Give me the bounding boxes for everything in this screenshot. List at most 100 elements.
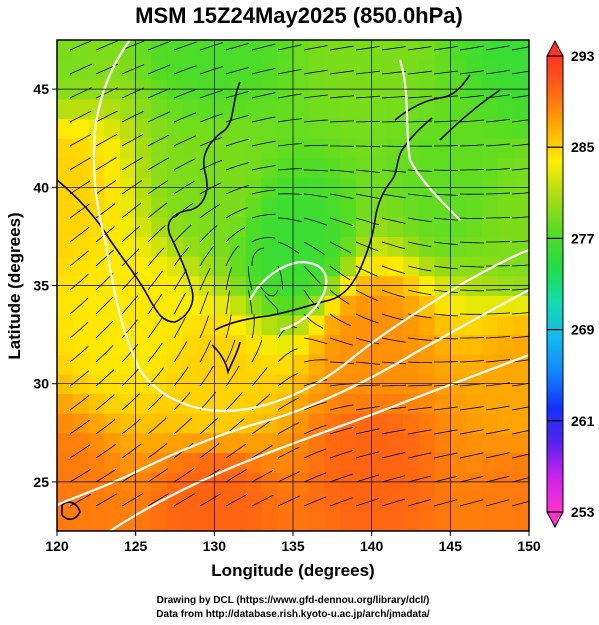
streamline [173,158,196,171]
field-cell [387,157,404,179]
field-cell [119,197,137,218]
streamline [147,342,163,363]
streamline [459,406,484,411]
streamline [459,475,484,483]
streamline [407,46,432,51]
streamline [147,493,169,507]
streamline [329,497,353,507]
field-cell [371,118,388,139]
streamline [225,185,249,195]
streamline [69,321,89,339]
field-cell [497,432,514,454]
field-cell [277,59,294,80]
field-cell [371,452,388,473]
field-cell [418,118,436,139]
field-cell [135,413,152,434]
field-cell [182,59,200,80]
field-cell [230,334,247,355]
field-cell [293,138,310,159]
streamline [199,66,223,75]
field-cell [88,256,105,277]
field-cell [497,491,514,512]
field-cell [261,491,278,512]
streamline [329,361,354,365]
streamline [485,499,510,507]
streamline [485,452,510,459]
field-cell [387,413,404,434]
field-cell [418,40,436,61]
field-cell [513,452,529,473]
colorbar-ticks: 253 261 269 277 285 293 [547,48,595,520]
field-cell [481,354,499,375]
field-cell [135,295,152,316]
field-cell [308,334,326,355]
streamline [303,424,327,435]
colorbar-tick-label: 293 [571,48,595,64]
streamline [251,189,276,195]
streamline [407,120,433,123]
field-cell [340,393,357,414]
field-cell [481,157,499,179]
field-cell [324,432,341,454]
streamline [433,337,459,340]
field-cell [214,157,231,179]
field-cell [355,216,373,237]
streamline [329,120,355,123]
streamline [381,498,406,507]
field-cell [167,59,184,80]
streamline [69,250,89,267]
streamline [199,182,222,195]
field-cell [418,354,436,375]
streamline [511,143,529,147]
field-cell [340,98,357,120]
streamline [225,67,250,75]
field-cell [308,98,326,120]
field-cell [481,138,499,159]
field-cell [182,334,200,355]
streamline [277,495,300,507]
coastline-china-korea [57,81,241,323]
field-cell [245,98,263,120]
streamline [95,249,115,267]
field-cell [230,138,247,159]
streamline [381,289,405,298]
field-cell [371,432,388,454]
coastline-japan [214,117,433,331]
streamline [303,94,328,99]
field-cell [308,157,326,179]
streamline [303,69,328,75]
field-cell [403,354,420,375]
streamline [486,265,511,267]
colorbar-max-arrow [546,39,564,57]
field-cell [340,432,357,454]
streamline [69,110,92,123]
streamline [381,46,406,51]
field-cell [355,432,373,454]
field-cell [167,98,184,120]
streamline [459,217,485,220]
streamline [511,119,529,123]
field-cell [371,491,388,512]
field-cell [308,138,326,159]
field-cell [371,295,388,316]
field-cell [497,334,514,355]
streamline [225,91,250,99]
field-cell [324,98,341,120]
streamline [485,359,510,363]
field-cell [214,314,231,336]
streamline [407,70,432,75]
streamline [147,157,169,171]
x-axis-label: Longitude (degrees) [211,561,374,580]
field-cell [293,511,310,531]
field-cell [434,59,451,80]
field-cell [513,256,529,277]
streamline [69,227,90,243]
field-cell [230,40,247,61]
streamline [355,70,380,75]
field-cell [387,432,404,454]
field-cell [57,432,74,454]
streamline [147,270,163,291]
streamline [329,473,353,483]
streamline [69,203,90,219]
field-cell [450,432,467,454]
